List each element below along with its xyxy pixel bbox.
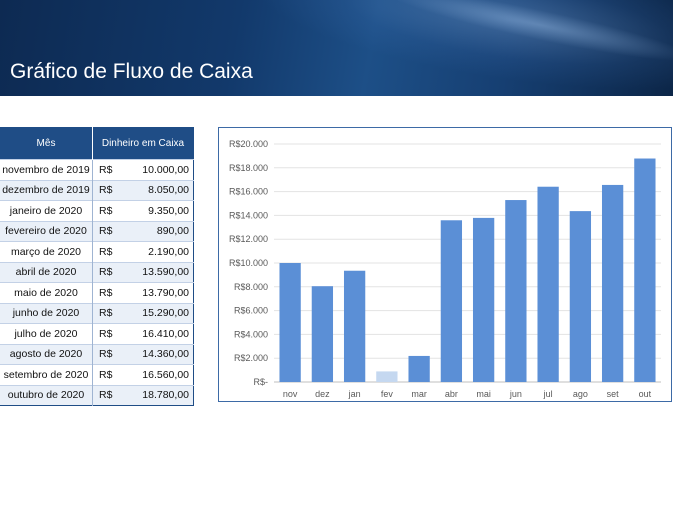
table-row: agosto de 2020 R$ 14.360,00	[0, 343, 194, 365]
month-cell: fevereiro de 2020	[0, 220, 93, 242]
x-tick-label: dez	[315, 389, 330, 399]
table-row: janeiro de 2020 R$ 9.350,00	[0, 200, 194, 221]
amount-cell: 13.590,00	[127, 261, 194, 283]
x-tick-label: abr	[445, 389, 458, 399]
x-tick-label: mai	[476, 389, 491, 399]
month-cell: maio de 2020	[0, 282, 93, 303]
amount-cell: 15.290,00	[127, 302, 194, 324]
amount-cell: 9.350,00	[127, 200, 194, 221]
table-header-row: Mês Dinheiro em Caixa	[0, 127, 194, 160]
bar-jun	[505, 200, 527, 382]
month-cell: outubro de 2020	[0, 384, 93, 406]
bar-nov	[279, 263, 301, 382]
y-tick-label: R$18.000	[229, 163, 268, 173]
amount-cell: 16.410,00	[127, 323, 194, 344]
month-cell: novembro de 2019	[0, 159, 93, 180]
y-tick-label: R$16.000	[229, 187, 268, 197]
x-tick-label: out	[639, 389, 652, 399]
month-cell: julho de 2020	[0, 323, 93, 344]
amount-cell: 2.190,00	[127, 241, 194, 262]
month-cell: janeiro de 2020	[0, 200, 93, 221]
x-tick-label: set	[607, 389, 620, 399]
bar-dez	[311, 286, 334, 382]
currency-cell: R$	[92, 323, 127, 344]
currency-cell: R$	[92, 261, 127, 283]
bar-chart-svg: R$- R$2.000 R$4.000 R$6.000 R$8.000 R$10.000 R…	[229, 139, 661, 399]
table-row: fevereiro de 2020 R$ 890,00	[0, 220, 194, 242]
y-tick-label: R$6.000	[234, 306, 268, 316]
table-row: maio de 2020 R$ 13.790,00	[0, 282, 194, 303]
currency-cell: R$	[92, 220, 127, 242]
currency-cell: R$	[92, 282, 127, 303]
bar-abr	[440, 220, 463, 382]
x-tick-label: nov	[283, 389, 298, 399]
table-row: abril de 2020 R$ 13.590,00	[0, 261, 194, 283]
amount-cell: 890,00	[127, 220, 194, 242]
currency-cell: R$	[92, 200, 127, 221]
x-tick-label: mar	[411, 389, 427, 399]
x-tick-label: fev	[381, 389, 394, 399]
bar-set	[601, 184, 624, 382]
bar-jan	[343, 270, 366, 382]
page-title: Gráfico de Fluxo de Caixa	[10, 60, 253, 83]
bar-ago	[569, 211, 592, 382]
month-cell: agosto de 2020	[0, 343, 93, 365]
y-tick-label: R$8.000	[234, 282, 268, 292]
amount-cell: 18.780,00	[127, 384, 194, 406]
column-header-cash: Dinheiro em Caixa	[92, 127, 194, 160]
table-row: junho de 2020 R$ 15.290,00	[0, 302, 194, 324]
y-tick-label: R$14.000	[229, 210, 268, 220]
currency-cell: R$	[92, 364, 127, 385]
table-row: março de 2020 R$ 2.190,00	[0, 241, 194, 262]
table-body: novembro de 2019 R$ 10.000,00 dezembro de 2…	[0, 159, 194, 406]
month-cell: março de 2020	[0, 241, 93, 262]
currency-cell: R$	[92, 384, 127, 406]
currency-cell: R$	[92, 302, 127, 324]
currency-cell: R$	[92, 179, 127, 201]
cash-flow-chart: R$- R$2.000 R$4.000 R$6.000 R$8.000 R$10.000 R…	[218, 127, 672, 402]
amount-cell: 8.050,00	[127, 179, 194, 201]
table-row: setembro de 2020 R$ 16.560,00	[0, 364, 194, 385]
table-row: outubro de 2020 R$ 18.780,00	[0, 384, 194, 406]
bar-mar	[408, 355, 430, 382]
x-tick-label: jul	[543, 389, 553, 399]
amount-cell: 14.360,00	[127, 343, 194, 365]
y-tick-label: R$20.000	[229, 139, 268, 149]
amount-cell: 16.560,00	[127, 364, 194, 385]
x-tick-label: jun	[509, 389, 522, 399]
month-cell: setembro de 2020	[0, 364, 93, 385]
y-tick-label: R$12.000	[229, 234, 268, 244]
y-tick-label: R$2.000	[234, 353, 268, 363]
month-cell: dezembro de 2019	[0, 179, 93, 201]
currency-cell: R$	[92, 343, 127, 365]
currency-cell: R$	[92, 241, 127, 262]
table-row: dezembro de 2019 R$ 8.050,00	[0, 179, 194, 201]
x-tick-label: ago	[573, 389, 588, 399]
header-banner: Gráfico de Fluxo de Caixa	[0, 0, 673, 96]
currency-cell: R$	[92, 159, 127, 180]
x-tick-label: jan	[348, 389, 361, 399]
bar-jul	[537, 186, 559, 382]
amount-cell: 13.790,00	[127, 282, 194, 303]
month-cell: abril de 2020	[0, 261, 93, 283]
amount-cell: 10.000,00	[127, 159, 194, 180]
y-tick-label: R$-	[253, 377, 268, 387]
bar-mai	[472, 217, 495, 382]
table-row: novembro de 2019 R$ 10.000,00	[0, 159, 194, 180]
bar-out	[634, 158, 656, 382]
month-cell: junho de 2020	[0, 302, 93, 324]
table-row: julho de 2020 R$ 16.410,00	[0, 323, 194, 344]
bar-fev	[376, 371, 398, 382]
y-tick-label: R$10.000	[229, 258, 268, 268]
column-header-month: Mês	[0, 127, 93, 160]
cash-flow-table: Mês Dinheiro em Caixa novembro de 2019 R$…	[0, 127, 194, 406]
y-tick-label: R$4.000	[234, 329, 268, 339]
